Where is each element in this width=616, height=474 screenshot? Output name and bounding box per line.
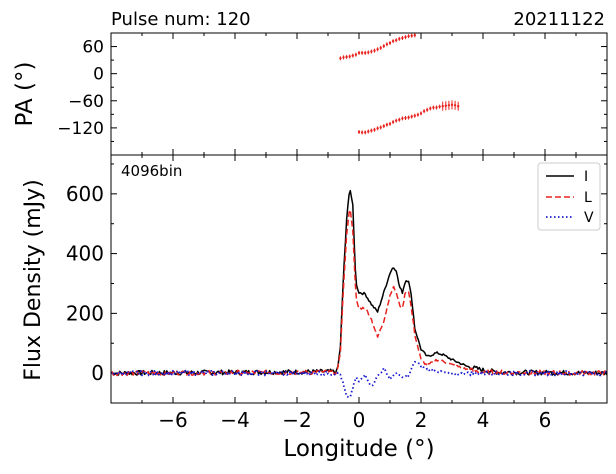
pa-point (376, 48, 379, 51)
flux-axis-label: Flux Density (mJy) (21, 179, 46, 380)
pa-point (342, 56, 345, 59)
pa-axis-label: PA (°) (12, 62, 38, 127)
flux-y-tick-label: 600 (66, 182, 104, 206)
flux-panel-frame (110, 154, 608, 404)
x-tick-label: −6 (158, 408, 187, 432)
pa-point (385, 123, 389, 126)
flux-profile-lines (111, 189, 607, 399)
pa-point (444, 104, 447, 107)
pa-point (410, 34, 413, 37)
pa-point (426, 108, 429, 112)
pa-point (364, 131, 367, 134)
pa-point (419, 112, 423, 115)
pa-point (413, 34, 416, 37)
pa-point (391, 120, 395, 124)
pa-point (360, 51, 364, 55)
flux-y-tick-label: 200 (66, 301, 104, 325)
pa-point (376, 127, 379, 130)
pa-y-tick-label: −120 (57, 119, 104, 139)
x-tick-label: 4 (477, 408, 490, 432)
pa-point (438, 105, 441, 108)
legend-label-v: V (584, 210, 594, 226)
flux-series-i (111, 189, 607, 376)
pa-point (429, 107, 432, 110)
pa-point (367, 51, 370, 54)
pa-point (357, 130, 361, 134)
pa-point (410, 115, 413, 118)
pa-point (416, 113, 420, 116)
pa-point (407, 34, 410, 38)
pa-point (370, 129, 373, 132)
pa-y-tick-label: −60 (68, 92, 104, 112)
x-tick-label: 6 (539, 408, 552, 432)
pa-point (348, 55, 351, 58)
pa-y-tick-label: 60 (82, 38, 104, 58)
pulse-number-label: Pulse num: 120 (111, 9, 251, 30)
pa-data-points (339, 33, 460, 135)
pa-point (435, 106, 438, 109)
pa-point (404, 116, 407, 120)
pa-point (357, 51, 361, 55)
pa-point (457, 105, 460, 108)
pa-point (339, 57, 342, 60)
x-tick-label: −2 (282, 408, 311, 432)
pa-point (373, 128, 376, 131)
legend-label-i: I (584, 169, 588, 185)
flux-series-l (111, 209, 607, 377)
x-tick-label: −4 (220, 408, 249, 432)
pa-point (401, 36, 404, 40)
flux-series-v (111, 360, 607, 399)
legend: I L V (537, 162, 601, 231)
pa-point (401, 117, 404, 120)
pa-point (422, 109, 426, 113)
pa-point (398, 118, 401, 121)
pa-point (388, 122, 392, 126)
pa-point (367, 130, 370, 133)
pa-point (388, 41, 392, 45)
pa-y-tick-label: 0 (93, 65, 104, 85)
pa-point (364, 51, 367, 55)
flux-y-tick-label: 400 (66, 242, 104, 266)
pa-point (360, 131, 364, 134)
pa-point (379, 46, 382, 50)
x-tick-label: 0 (353, 408, 366, 432)
pa-point (432, 106, 435, 109)
pa-point (354, 53, 358, 56)
pa-point (391, 39, 395, 43)
pa-point (413, 114, 416, 117)
pa-point (407, 116, 410, 119)
pa-point (450, 103, 454, 107)
pa-point (382, 44, 385, 48)
date-label: 20211122 (513, 9, 605, 30)
pa-point (453, 104, 457, 107)
pa-point (385, 43, 389, 46)
bin-annotation: 4096bin (121, 162, 182, 180)
pa-point (441, 105, 444, 108)
pa-point (382, 124, 385, 128)
pa-point (395, 39, 398, 42)
pa-point (398, 37, 401, 41)
longitude-axis-label: Longitude (°) (283, 436, 434, 462)
pa-point (404, 35, 407, 39)
pa-point (370, 50, 373, 53)
pa-point (373, 49, 376, 52)
legend-label-l: L (584, 190, 592, 206)
pa-point (351, 54, 354, 57)
flux-y-tick-label: 0 (91, 361, 104, 385)
pa-point (447, 104, 451, 107)
x-tick-label: 2 (415, 408, 428, 432)
pa-point (379, 126, 382, 129)
pa-point (395, 119, 398, 122)
pa-point (345, 55, 348, 59)
